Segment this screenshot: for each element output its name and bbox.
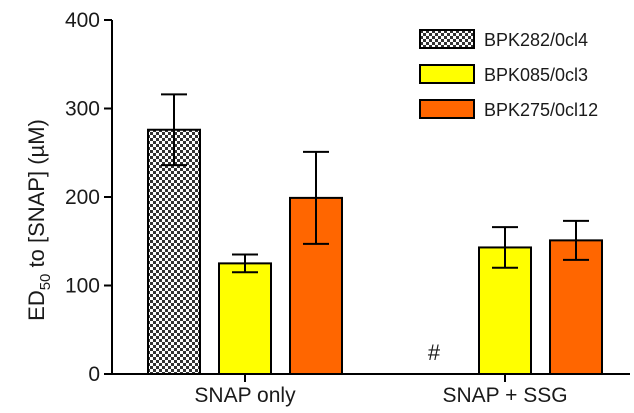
axes: 0 100 200 300 400 SNAP only SNAP + SSG xyxy=(65,9,630,407)
bar xyxy=(549,239,603,375)
y-axis-title-subscript: 50 xyxy=(37,274,54,291)
legend-label: BPK275/0cl12 xyxy=(484,100,598,120)
legend-swatch xyxy=(419,99,475,119)
y-axis-title-main: ED xyxy=(24,290,49,321)
bars: # xyxy=(147,93,603,376)
y-axis-title: ED50 to [SNAP] (µM) xyxy=(24,119,54,321)
legend: BPK282/0cl4 BPK085/0cl3 BPK275/0cl12 xyxy=(419,29,598,120)
y-tick-label: 0 xyxy=(88,363,100,386)
legend-swatch xyxy=(419,64,475,84)
x-tick-label: SNAP only xyxy=(194,384,296,407)
y-axis-title-rest: to [SNAP] (µM) xyxy=(24,119,49,273)
x-tick-label: SNAP + SSG xyxy=(442,384,567,407)
y-tick-label: 200 xyxy=(65,186,100,209)
y-tick-label: 400 xyxy=(65,9,100,32)
y-tick-label: 100 xyxy=(65,275,100,298)
y-tick-label: 300 xyxy=(65,98,100,121)
annotation-label: # xyxy=(428,340,441,365)
legend-label: BPK282/0cl4 xyxy=(484,30,588,50)
bar xyxy=(218,262,272,375)
bar xyxy=(147,128,201,375)
legend-label: BPK085/0cl3 xyxy=(484,65,588,85)
legend-swatch xyxy=(419,29,475,49)
